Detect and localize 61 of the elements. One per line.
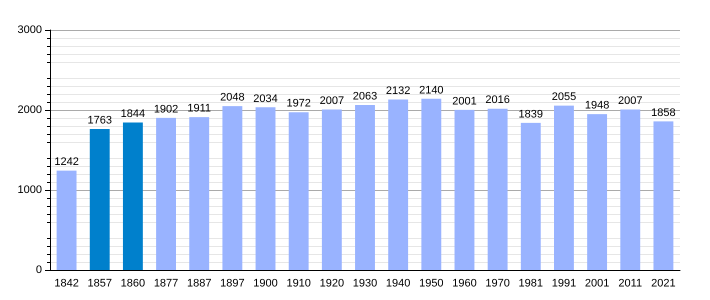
data-label: 1858 <box>651 106 676 119</box>
bar <box>620 109 640 270</box>
data-label: 2007 <box>320 94 344 107</box>
data-label: 2048 <box>220 92 245 104</box>
x-tick-label: 1970 <box>485 278 510 290</box>
data-label: 1911 <box>187 102 212 115</box>
x-tick-label: 1920 <box>320 278 344 290</box>
data-label: 2007 <box>618 94 643 107</box>
x-tick-label: 1930 <box>352 278 378 290</box>
bar <box>90 128 110 270</box>
bar <box>222 106 242 270</box>
x-tick-label: 1960 <box>452 278 477 290</box>
x-tick-label: 1860 <box>120 278 146 290</box>
data-label: 1242 <box>54 156 79 168</box>
data-label: 2001 <box>452 95 477 108</box>
x-tick-label: 1991 <box>552 278 576 290</box>
x-tick-label: 1877 <box>154 278 178 290</box>
data-label: 1839 <box>518 108 544 120</box>
x-tick-label: 1910 <box>286 278 311 290</box>
data-label: 1902 <box>154 103 178 116</box>
data-label: 2016 <box>485 94 510 106</box>
bar <box>554 106 574 270</box>
bar <box>388 99 408 270</box>
bar <box>421 98 442 270</box>
x-tick-label: 1981 <box>518 278 544 290</box>
bar <box>454 110 474 270</box>
data-label: 1763 <box>87 114 112 126</box>
x-tick-label: 2011 <box>618 278 642 290</box>
bar <box>587 114 608 270</box>
bar <box>156 118 176 270</box>
x-tick-label: 1887 <box>186 278 212 290</box>
x-tick-label: 1897 <box>220 278 245 290</box>
bar <box>288 112 309 270</box>
y-tick-label: 1000 <box>18 184 42 196</box>
bar <box>488 108 508 270</box>
bar <box>56 170 77 270</box>
x-tick-label: 1842 <box>54 278 79 290</box>
bar <box>520 122 541 270</box>
bar <box>322 109 342 270</box>
x-tick-label: 2001 <box>584 278 610 290</box>
bar <box>256 107 276 270</box>
data-label: 2055 <box>552 91 576 104</box>
y-tick-label: 0 <box>36 264 42 276</box>
x-tick-label: 1900 <box>253 278 278 290</box>
data-label: 1972 <box>286 98 311 110</box>
bar <box>653 121 674 270</box>
x-tick-label: 1950 <box>419 278 444 290</box>
data-label: 2132 <box>386 84 410 97</box>
bar <box>355 104 375 270</box>
bar <box>122 122 143 270</box>
data-label: 2063 <box>352 90 378 102</box>
data-label: 2034 <box>253 92 278 105</box>
data-label: 1844 <box>120 108 146 120</box>
data-label: 2140 <box>419 84 444 96</box>
y-tick-label: 2000 <box>18 104 42 116</box>
x-tick-label: 1857 <box>87 278 112 290</box>
data-label: 1948 <box>584 100 610 112</box>
x-tick-label: 2021 <box>651 278 676 290</box>
y-tick-label: 3000 <box>18 24 42 36</box>
x-tick-label: 1940 <box>386 278 410 290</box>
bar <box>189 117 210 270</box>
